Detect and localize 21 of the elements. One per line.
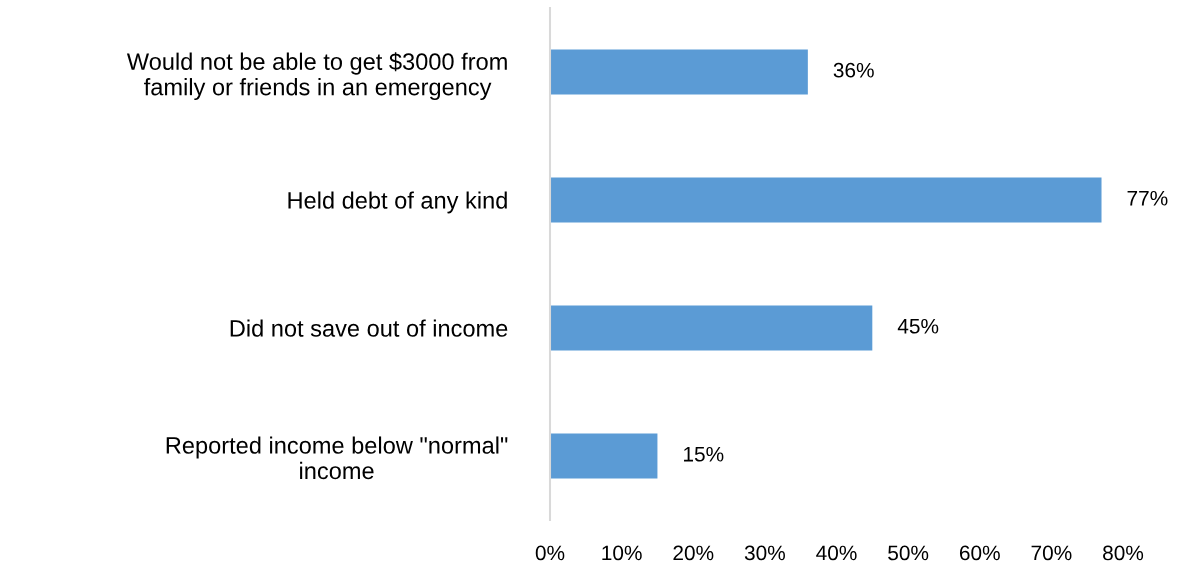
y-tick-label: Held debt of any kind	[288, 191, 507, 214]
y-tick-label: Would not be able to get $3000 from family or friends in an emergency	[126, 52, 507, 101]
x-tick-label: 0%	[535, 545, 565, 561]
x-tick-label: 10%	[602, 545, 642, 561]
x-tick-label: 50%	[888, 545, 929, 561]
data-label: 15%	[684, 446, 724, 462]
y-tick-label: Reported income below "normal" income	[166, 436, 508, 480]
data-label: 77%	[1127, 190, 1168, 206]
x-tick-label: 80%	[1103, 545, 1144, 561]
x-tick-label: 70%	[1031, 545, 1072, 561]
data-label: 36%	[833, 62, 874, 78]
bar	[550, 177, 1102, 223]
x-tick-label: 40%	[816, 545, 857, 561]
bar	[550, 49, 808, 95]
x-tick-label: 60%	[959, 545, 1000, 561]
bar	[550, 433, 658, 479]
y-tick-label: Did not save out of income	[230, 319, 508, 337]
x-tick-label: 30%	[744, 545, 785, 561]
data-label: 45%	[897, 318, 939, 334]
bar	[550, 305, 873, 351]
x-tick-label: 20%	[673, 545, 714, 561]
